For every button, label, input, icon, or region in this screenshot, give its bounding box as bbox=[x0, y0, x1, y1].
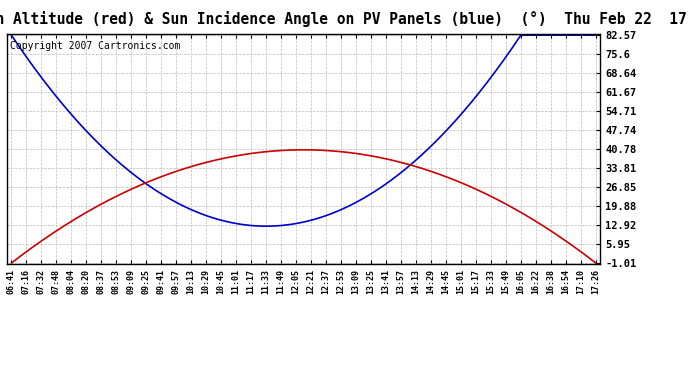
Text: Copyright 2007 Cartronics.com: Copyright 2007 Cartronics.com bbox=[10, 40, 180, 51]
Text: Sun Altitude (red) & Sun Incidence Angle on PV Panels (blue)  (°)  Thu Feb 22  1: Sun Altitude (red) & Sun Incidence Angle… bbox=[0, 11, 690, 27]
